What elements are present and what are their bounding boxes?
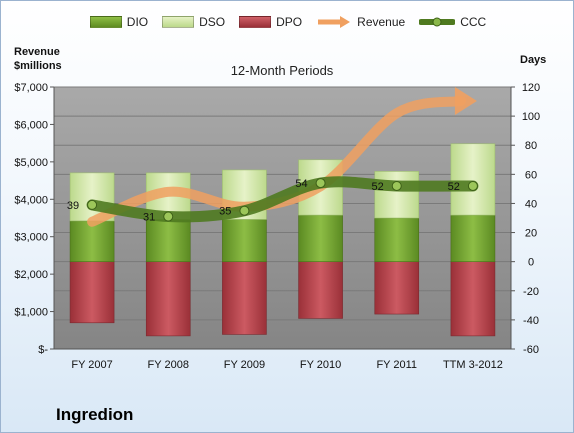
bar-dio (69, 220, 115, 262)
legend-item-dso: DSO (162, 15, 225, 29)
y-left-tick-label: $1,000 (14, 307, 48, 319)
ccc-point (391, 180, 402, 191)
ccc-data-label: 52 (372, 181, 384, 193)
ccc-point (163, 211, 174, 222)
legend-label-dio: DIO (126, 15, 149, 29)
x-tick-label: FY 2010 (300, 359, 341, 371)
bar-dpo (450, 261, 496, 337)
ccc-point (239, 205, 250, 216)
y-left-tick-label: $6,000 (14, 119, 48, 131)
ccc-data-label: 31 (143, 212, 155, 224)
legend-arrow-icon (318, 16, 351, 28)
ccc-point (87, 199, 98, 210)
y-left-tick-label: $2,000 (14, 269, 48, 281)
bar-dio (450, 214, 496, 262)
ccc-data-label: 35 (219, 206, 231, 218)
x-tick-label: FY 2009 (224, 359, 265, 371)
legend-item-ccc: CCC (419, 15, 486, 29)
y-left-axis-title-line1: Revenue (14, 46, 60, 58)
lines: 39 31 35 54 52 52 (67, 86, 479, 227)
legend-item-dio: DIO (89, 15, 149, 29)
bar-dso (450, 143, 496, 216)
plot-area (54, 87, 511, 349)
bars (69, 143, 496, 337)
legend-swatch-dso (162, 16, 195, 28)
legend-line-icon (419, 17, 456, 27)
ccc-line (86, 176, 479, 223)
legend-item-dpo: DPO (239, 15, 302, 29)
ccc-point (467, 180, 478, 191)
y-left-tick-label: $4,000 (14, 194, 48, 206)
bar-dio (298, 214, 343, 262)
ccc-data-label: 52 (448, 181, 460, 193)
chart-legend: DIO DSO DPO Revenue CCC (1, 9, 574, 35)
bar-dio (374, 217, 420, 262)
bar-dio (145, 219, 191, 262)
legend-label-ccc: CCC (460, 15, 487, 29)
y-left-tick-label: $3,000 (14, 232, 48, 244)
legend-swatch-dpo (239, 16, 272, 28)
y-right-tick-label: 60 (525, 169, 537, 181)
bar-dpo (374, 261, 420, 315)
company-name: Ingredion (56, 405, 134, 424)
ccc-point (315, 178, 326, 189)
legend-item-revenue: Revenue (316, 15, 405, 29)
bar-dpo (222, 261, 267, 335)
legend-label-revenue: Revenue (357, 15, 406, 29)
y-right-tick-label: 40 (525, 198, 537, 210)
y-left-tick-label: $5,000 (14, 157, 48, 169)
bar-dio (222, 219, 267, 262)
axes: $- $1,000 $2,000 $3,000 $4,000 $5,000 $6,000 $7… (14, 82, 540, 371)
y-left-tick-label: $7,000 (14, 82, 48, 94)
bar-dso (374, 171, 420, 219)
y-right-tick-label: 80 (525, 140, 537, 152)
y-left-tick-label: $- (38, 344, 48, 356)
chart-title: 12-Month Periods (231, 63, 334, 78)
ccc-data-label: 39 (67, 200, 79, 212)
y-right-tick-label: 20 (525, 228, 537, 240)
y-right-tick-label: 120 (522, 82, 540, 94)
bar-dpo (69, 261, 115, 324)
legend-swatch-dio (89, 16, 122, 28)
ccc-data-label: 54 (295, 178, 307, 190)
x-tick-label: FY 2011 (376, 359, 417, 371)
y-left-axis-title-line2: $millions (14, 60, 62, 72)
x-tick-label: TTM 3-2012 (443, 359, 503, 371)
bar-dpo (145, 261, 191, 337)
y-right-tick-label: -40 (523, 315, 539, 327)
legend-label-dso: DSO (199, 15, 226, 29)
y-right-tick-label: 100 (522, 111, 540, 123)
x-tick-label: FY 2007 (71, 359, 112, 371)
y-right-tick-label: 0 (528, 257, 534, 269)
legend-label-dpo: DPO (276, 15, 303, 29)
y-right-axis-title: Days (520, 54, 547, 66)
x-tick-label: FY 2008 (148, 359, 189, 371)
revenue-arrowhead (454, 86, 477, 115)
y-right-tick-label: -60 (523, 344, 539, 356)
y-right-tick-label: -20 (523, 286, 539, 298)
bar-dpo (298, 261, 343, 319)
